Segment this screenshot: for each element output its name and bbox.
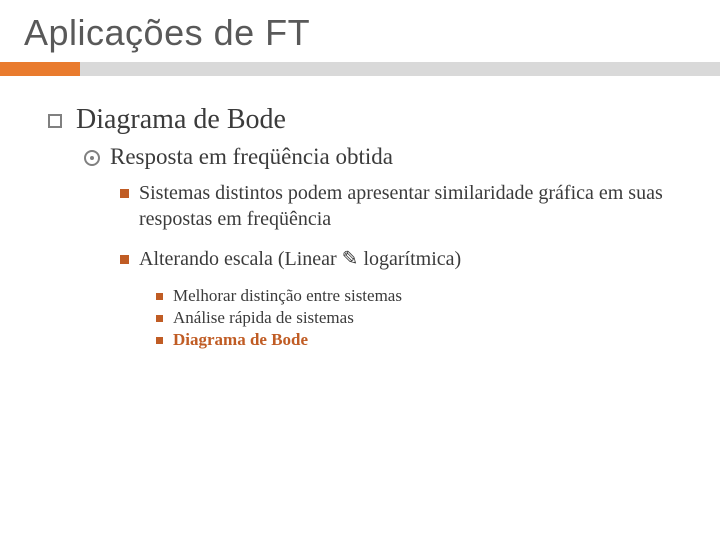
arrow-icon: ✎ bbox=[342, 248, 359, 270]
lvl4a-text: Melhorar distinção entre sistemas bbox=[173, 286, 402, 306]
lvl3a-text: Sistemas distintos podem apresentar simi… bbox=[139, 180, 672, 232]
circle-dot-icon bbox=[84, 150, 100, 166]
accent-gray-block bbox=[80, 62, 720, 76]
lvl3b-suffix: logarítmica) bbox=[358, 248, 461, 270]
bullet-level3-b: Alterando escala (Linear ✎ logarítmica) bbox=[120, 246, 672, 272]
square-fill-icon bbox=[120, 189, 129, 198]
title-area: Aplicações de FT bbox=[0, 0, 720, 62]
lvl2-text: Resposta em freqüência obtida bbox=[110, 144, 393, 170]
slide: Aplicações de FT Diagrama de Bode Respos… bbox=[0, 0, 720, 540]
bullet-level4-b: Análise rápida de sistemas bbox=[156, 308, 672, 328]
square-fill-small-icon bbox=[156, 337, 163, 344]
bullet-level2: Resposta em freqüência obtida bbox=[84, 144, 672, 170]
lvl4b-text: Análise rápida de sistemas bbox=[173, 308, 354, 328]
content-area: Diagrama de Bode Resposta em freqüência … bbox=[0, 76, 720, 350]
lvl3b-prefix: Alterando escala (Linear bbox=[139, 248, 342, 270]
lvl1-text: Diagrama de Bode bbox=[76, 104, 286, 136]
accent-orange-block bbox=[0, 62, 80, 76]
square-fill-icon bbox=[120, 255, 129, 264]
bullet-level1: Diagrama de Bode bbox=[48, 104, 672, 136]
lvl3b-text: Alterando escala (Linear ✎ logarítmica) bbox=[139, 246, 461, 272]
lvl4c-text-highlight: Diagrama de Bode bbox=[173, 330, 308, 350]
bullet-level4-c: Diagrama de Bode bbox=[156, 330, 672, 350]
bullet-level3-a: Sistemas distintos podem apresentar simi… bbox=[120, 180, 672, 232]
square-outline-icon bbox=[48, 114, 62, 128]
slide-title: Aplicações de FT bbox=[24, 12, 696, 54]
square-fill-small-icon bbox=[156, 315, 163, 322]
square-fill-small-icon bbox=[156, 293, 163, 300]
accent-bar bbox=[0, 62, 720, 76]
bullet-level4-a: Melhorar distinção entre sistemas bbox=[156, 286, 672, 306]
